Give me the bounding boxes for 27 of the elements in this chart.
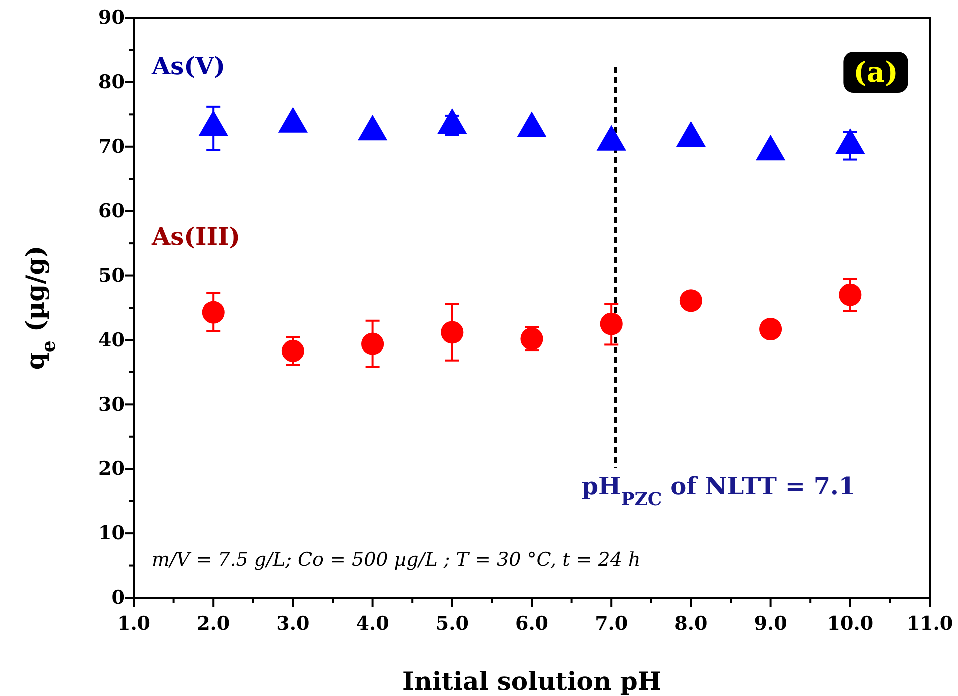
series-label: As(V): [151, 51, 226, 80]
x-tick-label: 5.0: [436, 612, 469, 635]
x-tick-label: 11.0: [906, 612, 954, 635]
x-tick-label: 6.0: [515, 612, 549, 635]
y-tick-label: 70: [98, 136, 125, 158]
y-tick-label: 50: [98, 264, 125, 287]
y-tick-label: 90: [98, 7, 125, 30]
x-tick-label: 2.0: [197, 612, 230, 635]
annotation: (a): [854, 56, 898, 89]
y-tick-label: 60: [98, 200, 125, 222]
x-tick-label: 8.0: [674, 612, 708, 635]
y-tick-label: 10: [98, 522, 125, 545]
y-tick-label: 30: [98, 394, 125, 416]
y-tick-label: 40: [98, 329, 125, 352]
x-tick-label: 3.0: [276, 612, 310, 635]
ref-line-label: pH$_{PZC}$ of NLTT = 7.1: [582, 471, 856, 510]
x-axis-title: Initial solution pH: [402, 667, 662, 696]
y-tick-label: 0: [112, 587, 125, 610]
x-tick-label: 7.0: [595, 612, 628, 635]
x-tick-label: 10.0: [827, 612, 874, 635]
x-tick-label: 1.0: [117, 612, 151, 635]
annotation: m/V = 7.5 g/L; Co = 500 µg/L ; T = 30 °C, t = 24 h: [152, 549, 641, 572]
y-tick-label: 20: [98, 458, 125, 480]
text: As(III): [151, 222, 241, 252]
x-tick-label: 9.0: [754, 612, 788, 635]
x-tick-label: 4.0: [356, 612, 390, 635]
y-tick-label: 80: [98, 72, 125, 94]
